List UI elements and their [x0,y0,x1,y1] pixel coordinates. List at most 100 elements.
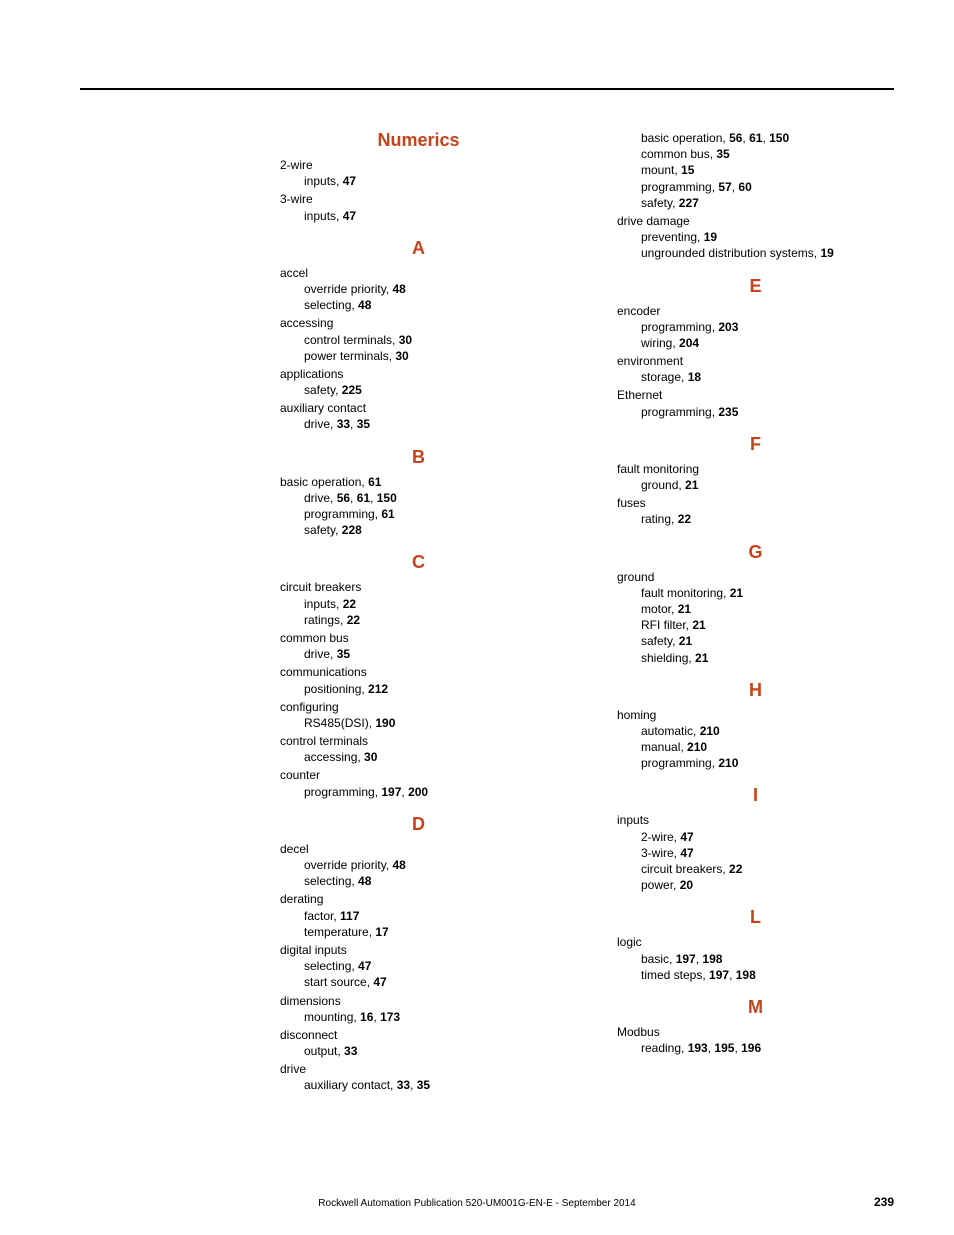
page-ref[interactable]: 61 [357,491,370,505]
page-ref[interactable]: 210 [700,724,720,738]
index-subterm: fault monitoring, 21 [641,585,894,601]
page-ref[interactable]: 47 [680,846,693,860]
page-ref[interactable]: 47 [358,959,371,973]
page-ref[interactable]: 17 [375,925,388,939]
page-ref[interactable]: 198 [736,968,756,982]
page-ref[interactable]: 15 [681,163,694,177]
page-ref[interactable]: 173 [380,1010,400,1024]
page-ref[interactable]: 19 [704,230,717,244]
index-subterm: temperature, 17 [304,924,557,940]
page-ref[interactable]: 212 [368,682,388,696]
index-subterm: inputs, 47 [304,208,557,224]
page-ref[interactable]: 20 [680,878,693,892]
page-ref[interactable]: 22 [678,512,691,526]
page-ref[interactable]: 210 [687,740,707,754]
index-term: circuit breakers [280,579,557,595]
index-subterm: circuit breakers, 22 [641,861,894,877]
page-ref[interactable]: 60 [738,180,751,194]
index-subterm: power terminals, 30 [304,348,557,364]
page-ref[interactable]: 56 [729,131,742,145]
page-ref[interactable]: 19 [820,246,833,260]
page-ref[interactable]: 195 [714,1041,734,1055]
page-ref[interactable]: 198 [702,952,722,966]
index-subterm: programming, 61 [304,506,557,522]
page-ref[interactable]: 48 [358,298,371,312]
index-subterm: positioning, 212 [304,681,557,697]
page-ref[interactable]: 33 [397,1078,410,1092]
page-ref[interactable]: 30 [364,750,377,764]
page-ref[interactable]: 33 [344,1044,357,1058]
page-ref[interactable]: 57 [718,180,731,194]
index-subterm: auxiliary contact, 33, 35 [304,1077,557,1093]
page-ref[interactable]: 22 [347,613,360,627]
page-ref[interactable]: 21 [730,586,743,600]
page-ref[interactable]: 47 [343,174,356,188]
page-ref[interactable]: 190 [375,716,395,730]
page-ref[interactable]: 228 [342,523,362,537]
page-ref[interactable]: 35 [357,417,370,431]
index-term: fault monitoring [617,461,894,477]
page-ref[interactable]: 30 [395,349,408,363]
page-ref[interactable]: 21 [679,634,692,648]
page-ref[interactable]: 117 [340,909,359,923]
index-term: accel [280,265,557,281]
page-ref[interactable]: 33 [337,417,350,431]
page-ref[interactable]: 18 [688,370,701,384]
page-ref[interactable]: 35 [417,1078,430,1092]
index-subterm: programming, 57, 60 [641,179,894,195]
page-ref[interactable]: 61 [368,475,381,489]
page-ref[interactable]: 197 [676,952,696,966]
page-ref[interactable]: 210 [718,756,738,770]
page-ref[interactable]: 150 [769,131,789,145]
footer-publication: Rockwell Automation Publication 520-UM00… [0,1198,954,1209]
index-content: Numerics2-wireinputs, 473-wireinputs, 47… [280,130,894,1094]
index-term: encoder [617,303,894,319]
page-ref[interactable]: 16 [360,1010,373,1024]
page-ref[interactable]: 196 [741,1041,761,1055]
page-ref[interactable]: 22 [729,862,742,876]
page-ref[interactable]: 35 [337,647,350,661]
page-ref[interactable]: 48 [358,874,371,888]
page-ref[interactable]: 21 [692,618,705,632]
page-ref[interactable]: 47 [373,975,386,989]
page-ref[interactable]: 235 [718,405,738,419]
page-ref[interactable]: 47 [680,830,693,844]
index-term: environment [617,353,894,369]
page-ref[interactable]: 227 [679,196,699,210]
page-ref[interactable]: 200 [408,785,428,799]
left-column: Numerics2-wireinputs, 473-wireinputs, 47… [280,130,557,1094]
index-subterm: control terminals, 30 [304,332,557,348]
page-ref[interactable]: 48 [392,282,405,296]
page-ref[interactable]: 203 [718,320,738,334]
index-subterm: automatic, 210 [641,723,894,739]
index-subterm: selecting, 47 [304,958,557,974]
page-ref[interactable]: 197 [381,785,401,799]
page-ref[interactable]: 61 [381,507,394,521]
page-ref[interactable]: 22 [343,597,356,611]
page-ref[interactable]: 35 [716,147,729,161]
page-ref[interactable]: 21 [678,602,691,616]
index-subterm: wiring, 204 [641,335,894,351]
page-ref[interactable]: 225 [342,383,362,397]
page-ref[interactable]: 48 [392,858,405,872]
page-ref[interactable]: 193 [688,1041,708,1055]
index-subterm: start source, 47 [304,974,557,990]
page-ref[interactable]: 21 [695,651,708,665]
page-ref[interactable]: 21 [685,478,698,492]
page-ref[interactable]: 150 [377,491,397,505]
page-ref[interactable]: 197 [709,968,729,982]
page-number: 239 [874,1195,894,1209]
page-ref[interactable]: 47 [343,209,356,223]
index-term: derating [280,891,557,907]
page-ref[interactable]: 61 [749,131,762,145]
index-subterm: accessing, 30 [304,749,557,765]
index-subterm: programming, 235 [641,404,894,420]
page-ref[interactable]: 30 [399,333,412,347]
section-header: B [280,447,557,468]
index-subterm: mount, 15 [641,162,894,178]
page-ref[interactable]: 204 [679,336,699,350]
page-ref[interactable]: 56 [337,491,350,505]
index-subterm: drive, 33, 35 [304,416,557,432]
index-subterm: selecting, 48 [304,873,557,889]
index-term: ground [617,569,894,585]
